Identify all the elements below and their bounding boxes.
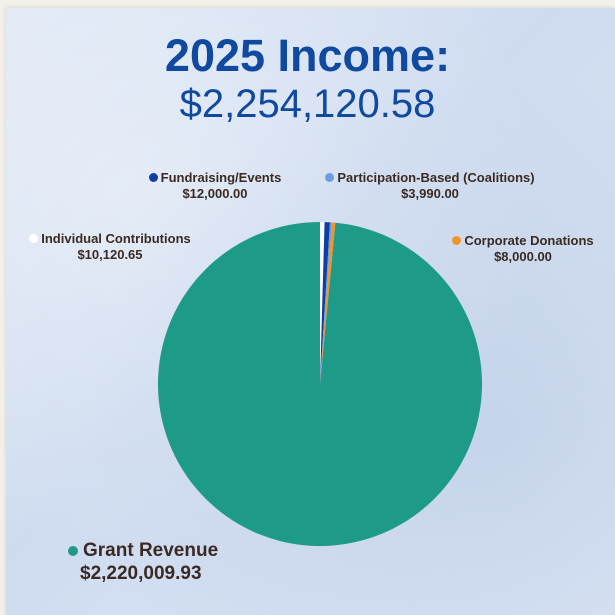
slice-name-fundraising: Fundraising/Events [160,170,282,185]
slice-value-grant: $2,220,009.93 [80,563,202,584]
label-fundraising-events: Fundraising/Events $12,000.00 [135,170,295,202]
legend-dot-corporate [452,236,462,245]
label-participation-based: Participation-Based (Coalitions) $3,990.… [305,170,555,202]
pie-slice-grant [157,222,482,546]
slice-value-corporate: $8,000.00 [494,249,552,264]
pie-slice-corporate [320,222,336,384]
label-individual-contributions: Individual Contributions $10,120.65 [12,231,208,263]
slice-name-grant: Grant Revenue [83,540,219,561]
pie-slice-participation [320,222,332,384]
slice-value-participation: $3,990.00 [401,186,459,201]
legend-dot-fundraising [148,173,158,182]
legend-dot-grant [68,546,78,556]
label-corporate-donations: Corporate Donations $8,000.00 [433,233,613,265]
legend-dot-participation [325,173,335,182]
pie-slice-fundraising [320,222,330,384]
chart-total: $2,254,120.58 [179,82,436,126]
legend-dot-individual [29,234,39,243]
slice-value-individual: $10,120.65 [77,247,143,262]
pie-slice-individual [320,222,325,384]
slice-name-individual: Individual Contributions [41,231,191,246]
slice-name-participation: Participation-Based (Coalitions) [337,170,535,185]
chart-title: 2025 Income: [164,30,451,81]
slice-value-fundraising: $12,000.00 [182,186,248,201]
slice-name-corporate: Corporate Donations [464,233,594,248]
label-grant-revenue: Grant Revenue $2,220,009.93 [68,539,288,585]
